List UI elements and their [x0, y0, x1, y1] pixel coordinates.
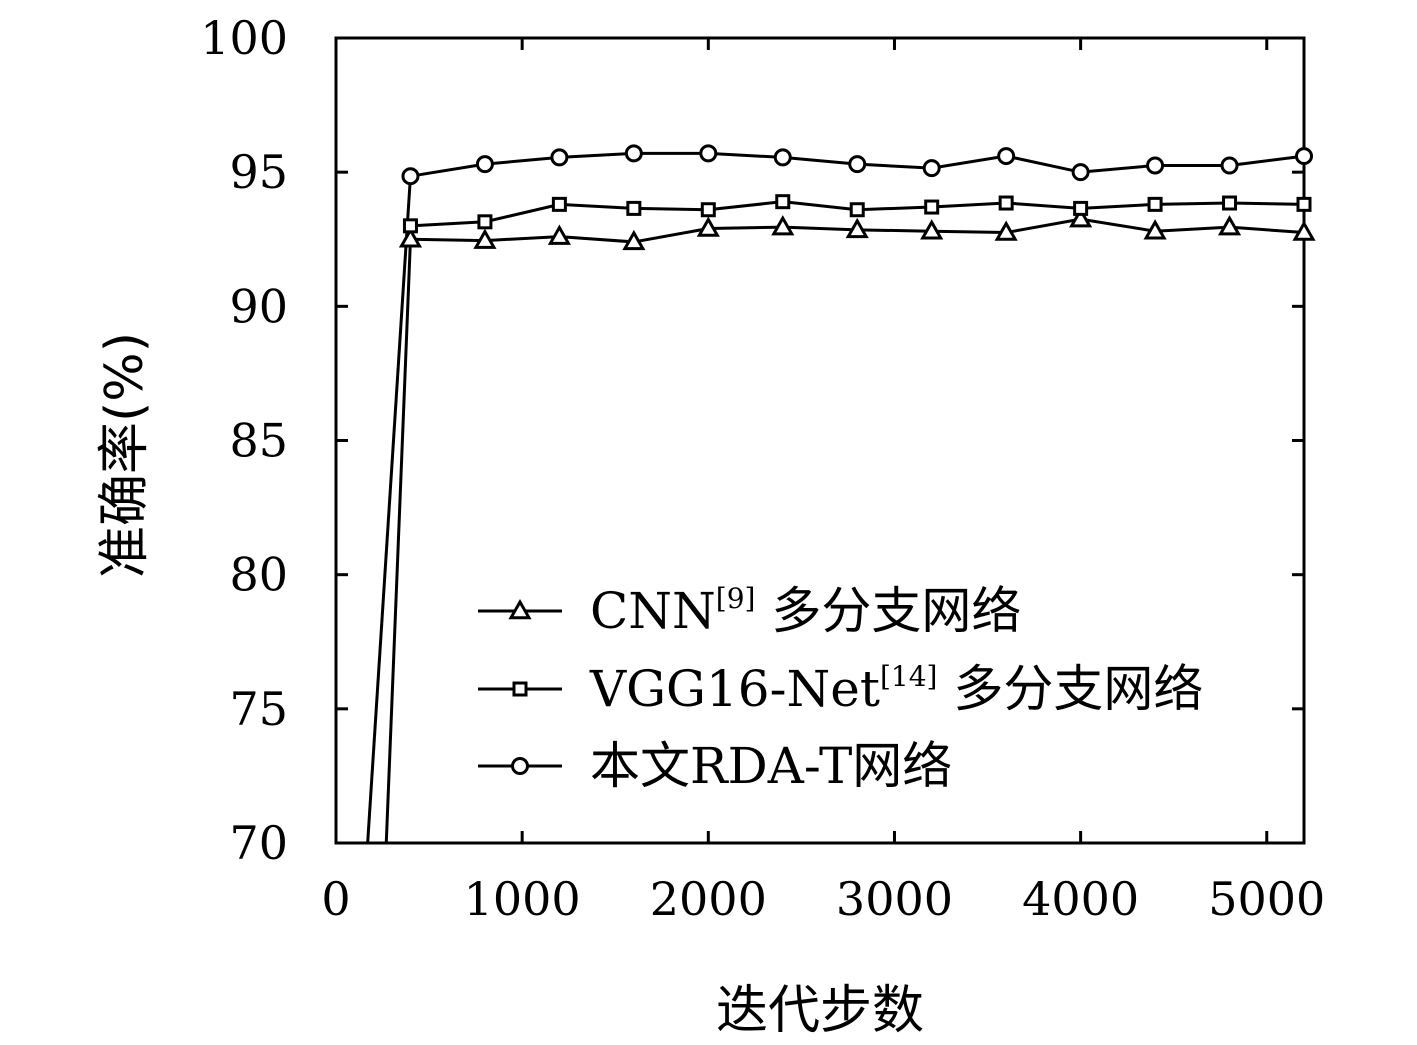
y-tick-label: 85: [229, 414, 288, 468]
series-lines: [366, 144, 1316, 843]
x-tick-label: 0: [321, 872, 350, 926]
data-point: [775, 194, 791, 210]
data-point: [1071, 163, 1090, 182]
x-tick-label: 4000: [1022, 872, 1139, 926]
data-point: [699, 144, 718, 163]
data-point: [920, 219, 944, 240]
y-tick-label: 80: [229, 548, 288, 602]
data-point: [994, 220, 1018, 241]
data-point: [1292, 220, 1316, 241]
data-point: [402, 218, 418, 234]
series-square: [402, 194, 1312, 234]
legend-marker: [511, 757, 529, 775]
legend-marker: [512, 681, 528, 697]
y-tick-label: 70: [229, 816, 288, 870]
data-point: [398, 227, 423, 248]
data-point: [1220, 156, 1239, 175]
x-tick-label: 3000: [836, 872, 953, 926]
data-point: [997, 147, 1016, 166]
tick-labels: 0 1000 2000 3000 4000 5000 70 75 80 85 90 95 100: [200, 11, 1325, 926]
initial-drop-line: [366, 176, 412, 843]
legend-marker: [508, 598, 532, 620]
data-point: [1143, 219, 1167, 240]
legend-item: 本文RDA-T网络: [478, 737, 952, 795]
legend-item: VGG16-Net[14] 多分支网络: [478, 660, 1203, 718]
data-point: [848, 155, 867, 174]
data-point: [477, 214, 493, 230]
y-axis-title: 准确率(%): [95, 332, 155, 578]
data-point: [771, 215, 795, 236]
series-triangle: [398, 207, 1316, 251]
data-point: [845, 217, 869, 239]
data-point: [773, 148, 792, 167]
x-tick-label: 1000: [464, 872, 581, 926]
data-point: [1296, 196, 1312, 212]
initial-drop-line: [384, 239, 412, 843]
data-point: [551, 196, 567, 212]
data-point: [924, 199, 940, 215]
legend-item: CNN[9] 多分支网络: [478, 582, 1021, 640]
x-tick-label: 5000: [1208, 872, 1325, 926]
legend-label: 本文RDA-T网络: [590, 737, 952, 795]
y-tick-label: 90: [229, 279, 288, 333]
data-point: [849, 202, 865, 218]
data-point: [998, 195, 1014, 211]
axis-ticks: [334, 36, 1304, 845]
legend-label: VGG16-Net[14] 多分支网络: [589, 660, 1203, 718]
y-tick-label: 95: [229, 145, 288, 199]
legend-label: CNN[9] 多分支网络: [590, 582, 1021, 640]
y-tick-label: 75: [229, 682, 288, 736]
data-point: [922, 159, 941, 178]
x-tick-label: 2000: [650, 872, 767, 926]
data-point: [622, 229, 646, 251]
data-point: [1295, 147, 1313, 166]
data-point: [547, 224, 571, 245]
y-tick-label: 100: [200, 11, 288, 65]
data-point: [624, 144, 643, 163]
data-point: [626, 200, 642, 216]
data-point: [1217, 215, 1242, 236]
data-point: [1146, 156, 1165, 175]
data-point: [550, 148, 569, 167]
series-circle: [401, 144, 1313, 186]
data-point: [473, 228, 497, 249]
data-point: [696, 216, 720, 237]
data-point: [700, 202, 716, 218]
x-axis-title: 迭代步数: [716, 981, 924, 1041]
data-point: [1073, 200, 1089, 216]
data-point: [401, 167, 420, 186]
data-point: [1069, 207, 1093, 228]
data-point: [1147, 196, 1163, 212]
data-point: [475, 155, 494, 174]
data-point: [1222, 195, 1238, 211]
